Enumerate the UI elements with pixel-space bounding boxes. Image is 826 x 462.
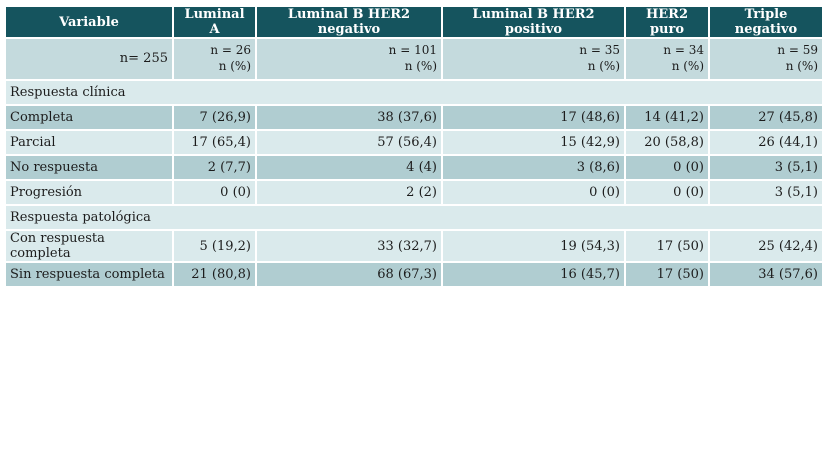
total-n: n= 255: [4, 37, 174, 81]
group-n-cell: n = 35 n (%): [441, 37, 626, 81]
row-label: Con respuesta completa: [4, 229, 174, 263]
cell-value: 3 (5,1): [708, 154, 824, 181]
cell-value: 16 (45,7): [441, 261, 626, 288]
cell-value: 17 (50): [624, 229, 710, 263]
row-label: Sin respuesta completa: [4, 261, 174, 288]
header-luminal-b-her2-pos: Luminal B HER2 positivo: [441, 5, 626, 39]
group-n-cell: n = 101 n (%): [255, 37, 443, 81]
group-n: n = 26: [210, 43, 251, 57]
cell-value: 19 (54,3): [441, 229, 626, 263]
cell-value: 34 (57,6): [708, 261, 824, 288]
cell-value: 4 (4): [255, 154, 443, 181]
section-row: Respuesta patológica: [4, 204, 824, 231]
cell-value: 2 (7,7): [172, 154, 257, 181]
header-row: Variable Luminal A Luminal B HER2 negati…: [4, 5, 824, 39]
header-luminal-a: Luminal A: [172, 5, 257, 39]
group-n-cell: n = 26 n (%): [172, 37, 257, 81]
group-n: n = 101: [388, 43, 437, 57]
cell-value: 14 (41,2): [624, 104, 710, 131]
group-unit: n (%): [218, 59, 251, 73]
cell-value: 17 (48,6): [441, 104, 626, 131]
group-unit: n (%): [785, 59, 818, 73]
group-n: n = 35: [579, 43, 620, 57]
cell-value: 17 (65,4): [172, 129, 257, 156]
table-row: Con respuesta completa 5 (19,2) 33 (32,7…: [4, 229, 824, 263]
row-label: Progresión: [4, 179, 174, 206]
row-label: No respuesta: [4, 154, 174, 181]
cell-value: 5 (19,2): [172, 229, 257, 263]
results-table: Variable Luminal A Luminal B HER2 negati…: [4, 5, 824, 288]
table-row: Progresión 0 (0) 2 (2) 0 (0) 0 (0) 3 (5,…: [4, 179, 824, 206]
table-row: Parcial 17 (65,4) 57 (56,4) 15 (42,9) 20…: [4, 129, 824, 156]
table-row: Completa 7 (26,9) 38 (37,6) 17 (48,6) 14…: [4, 104, 824, 131]
cell-value: 25 (42,4): [708, 229, 824, 263]
cell-value: 27 (45,8): [708, 104, 824, 131]
cell-value: 3 (5,1): [708, 179, 824, 206]
section-row: Respuesta clínica: [4, 79, 824, 106]
cell-value: 17 (50): [624, 261, 710, 288]
cell-value: 68 (67,3): [255, 261, 443, 288]
cell-value: 20 (58,8): [624, 129, 710, 156]
group-n-cell: n = 59 n (%): [708, 37, 824, 81]
group-unit: n (%): [587, 59, 620, 73]
group-n-cell: n = 34 n (%): [624, 37, 710, 81]
cell-value: 2 (2): [255, 179, 443, 206]
group-unit: n (%): [671, 59, 704, 73]
table-row: Sin respuesta completa 21 (80,8) 68 (67,…: [4, 261, 824, 288]
cell-value: 21 (80,8): [172, 261, 257, 288]
header-triple-negativo: Triple negativo: [708, 5, 824, 39]
group-n: n = 34: [663, 43, 704, 57]
cell-value: 7 (26,9): [172, 104, 257, 131]
cell-value: 0 (0): [624, 154, 710, 181]
cell-value: 0 (0): [624, 179, 710, 206]
sample-size-row: n= 255 n = 26 n (%) n = 101 n (%) n = 35 n …: [4, 37, 824, 81]
cell-value: 0 (0): [441, 179, 626, 206]
section-title: Respuesta patológica: [4, 204, 824, 231]
header-her2-puro: HER2 puro: [624, 5, 710, 39]
cell-value: 26 (44,1): [708, 129, 824, 156]
row-label: Completa: [4, 104, 174, 131]
cell-value: 38 (37,6): [255, 104, 443, 131]
row-label: Parcial: [4, 129, 174, 156]
section-title: Respuesta clínica: [4, 79, 824, 106]
group-unit: n (%): [404, 59, 437, 73]
cell-value: 15 (42,9): [441, 129, 626, 156]
cell-value: 57 (56,4): [255, 129, 443, 156]
cell-value: 0 (0): [172, 179, 257, 206]
cell-value: 33 (32,7): [255, 229, 443, 263]
cell-value: 3 (8,6): [441, 154, 626, 181]
header-variable: Variable: [4, 5, 174, 39]
group-n: n = 59: [777, 43, 818, 57]
table-row: No respuesta 2 (7,7) 4 (4) 3 (8,6) 0 (0)…: [4, 154, 824, 181]
header-luminal-b-her2-neg: Luminal B HER2 negativo: [255, 5, 443, 39]
